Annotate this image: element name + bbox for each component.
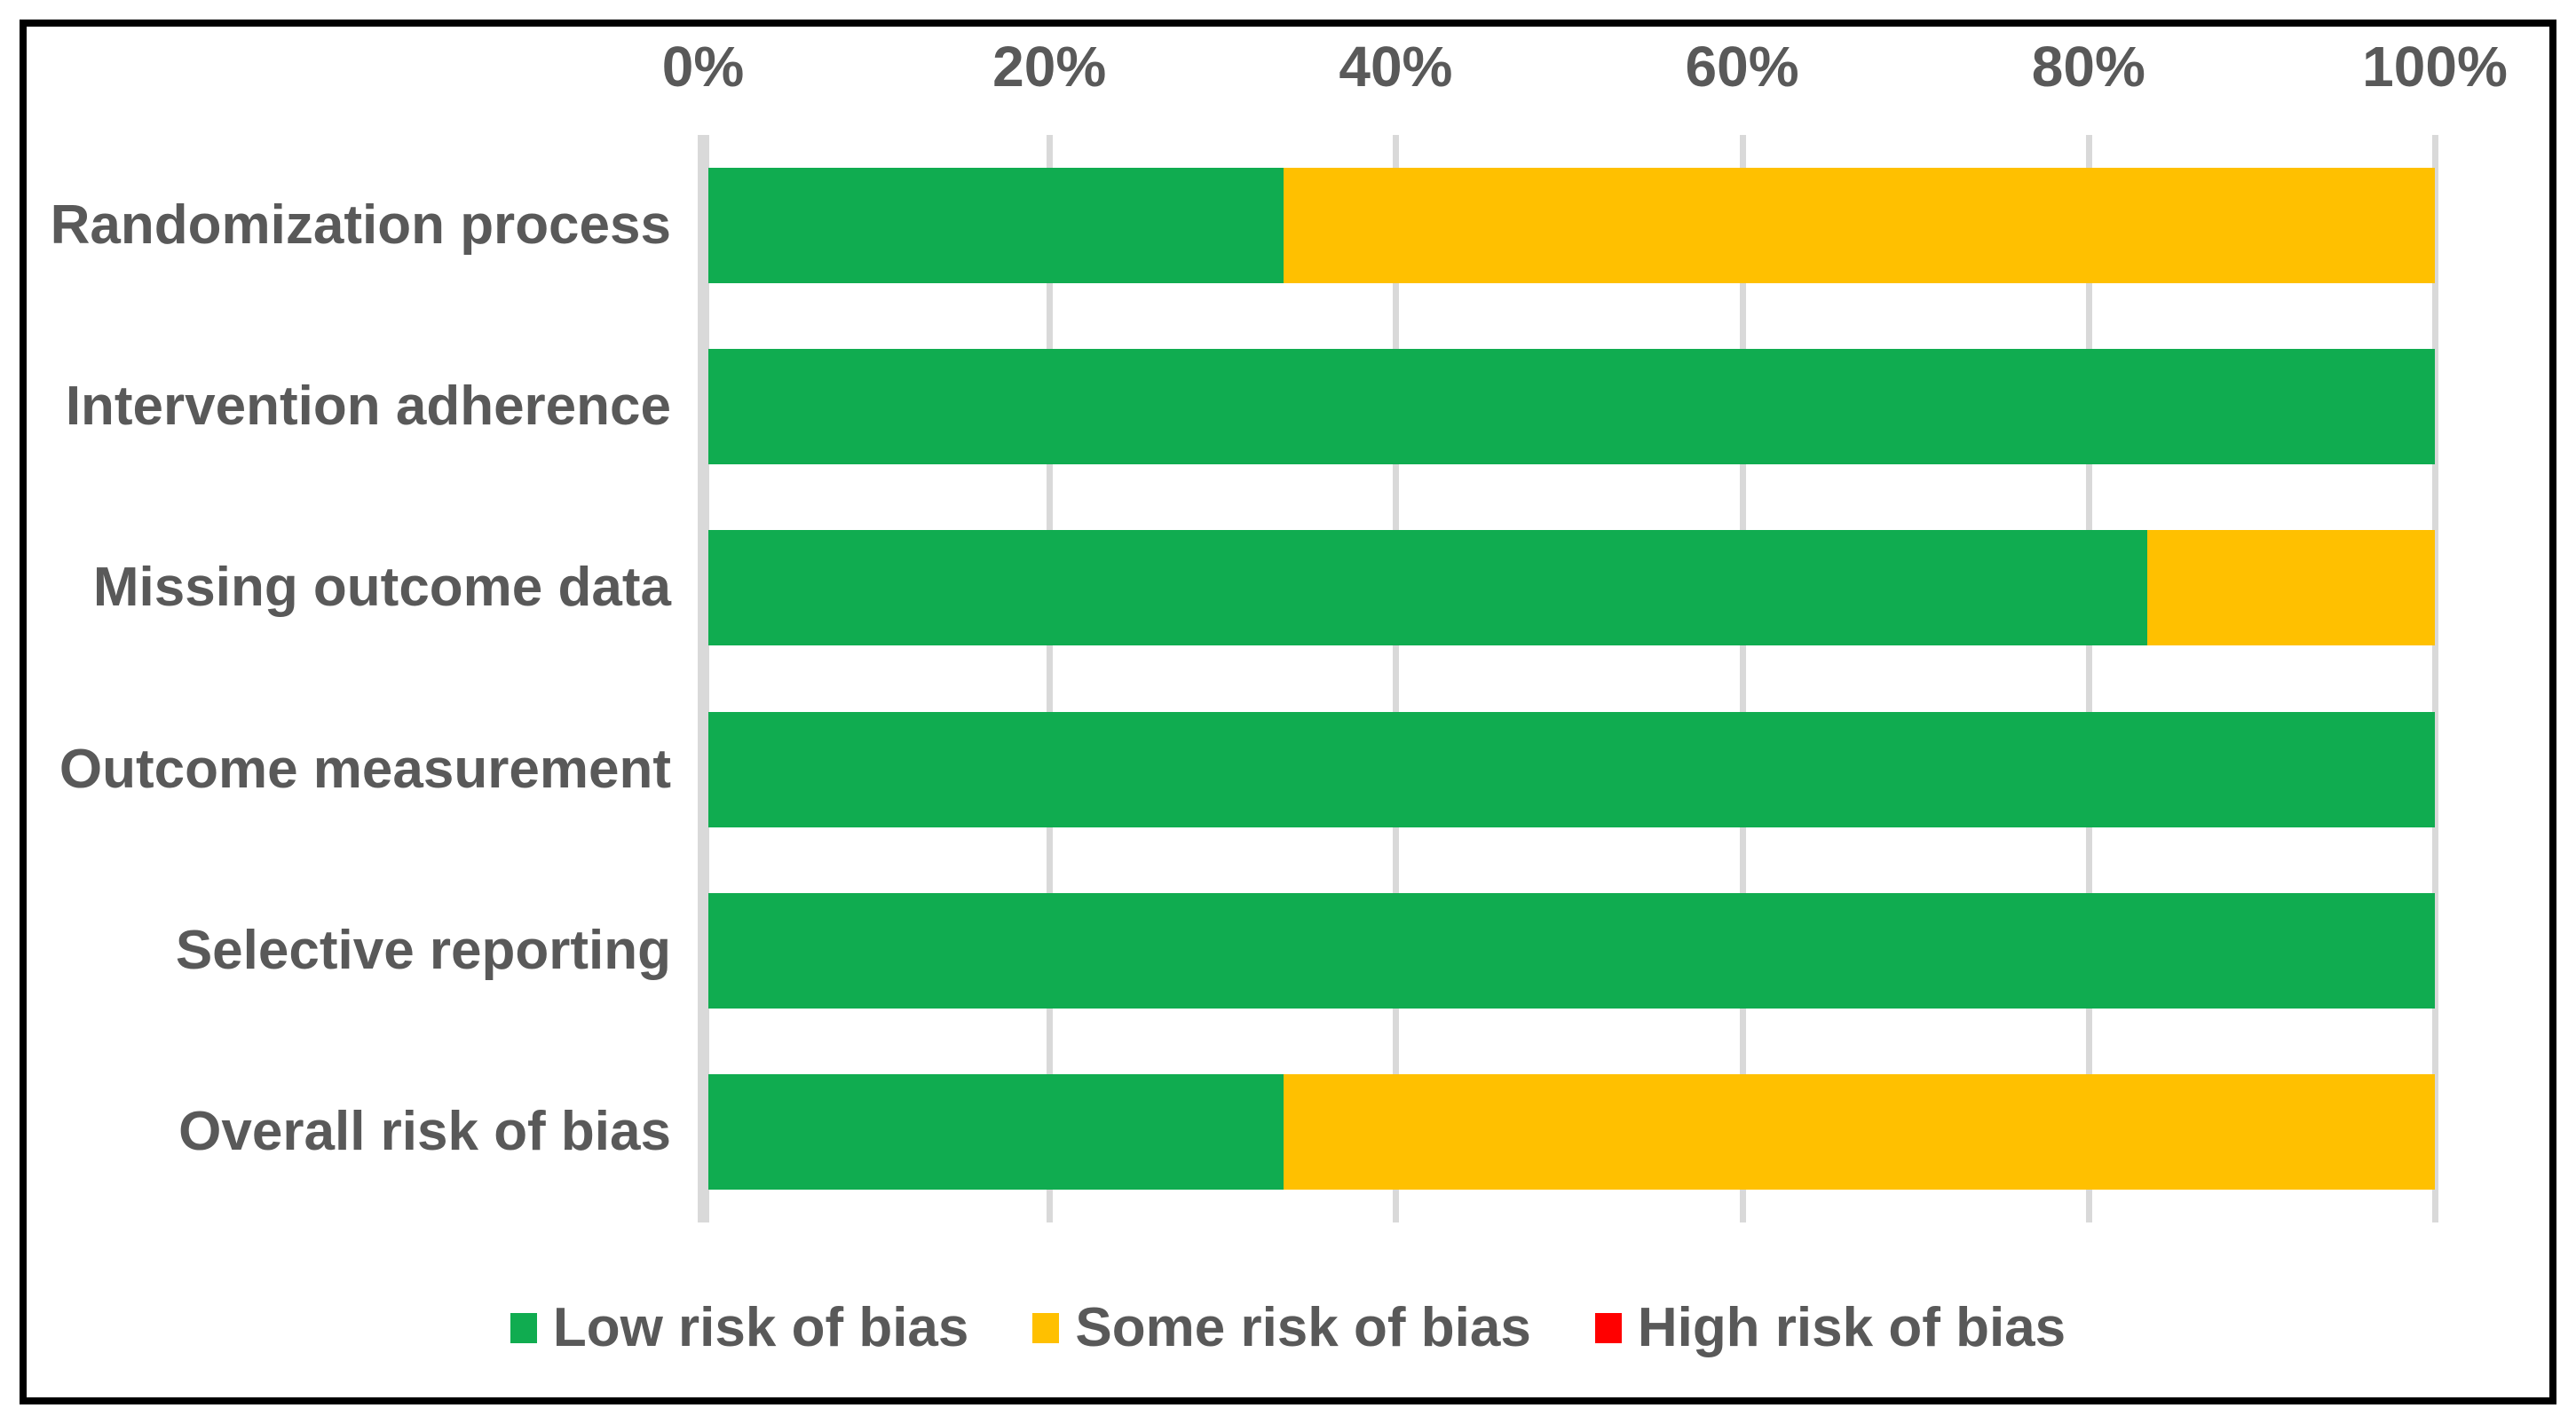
bar-row: Intervention adherence xyxy=(66,316,2435,497)
bar-rows: Randomization process Intervention adhere… xyxy=(51,135,2435,1222)
legend-label: Some risk of bias xyxy=(1075,1297,1531,1358)
stacked-bar xyxy=(708,711,2435,827)
gridline-100% xyxy=(2432,135,2438,1222)
category-label: Outcome measurement xyxy=(59,738,671,800)
category-label: Overall risk of bias xyxy=(178,1100,671,1162)
stacked-bar xyxy=(708,892,2435,1009)
stacked-bar xyxy=(708,349,2435,465)
bar-row: Randomization process xyxy=(51,135,2435,316)
x-tick-label-60%: 60% xyxy=(1685,35,1799,99)
x-tick-label-100%: 100% xyxy=(2362,35,2508,99)
x-tick-label-80%: 80% xyxy=(2031,35,2145,99)
bar-row: Missing outcome data xyxy=(93,497,2435,678)
category-label: Randomization process xyxy=(50,194,671,257)
gridline-40% xyxy=(1393,135,1400,1222)
stacked-bar xyxy=(708,530,2435,646)
legend-swatch-icon xyxy=(1594,1313,1622,1343)
legend-item-low-risk-of-bias: Low risk of bias xyxy=(510,1297,969,1358)
category-label: Selective reporting xyxy=(175,919,671,981)
chart-border xyxy=(20,20,2556,1404)
legend: Low risk of bias Some risk of bias High ri… xyxy=(0,1296,2576,1360)
legend-item-high-risk-of-bias: High risk of bias xyxy=(1594,1297,2066,1358)
gridline-0% xyxy=(698,135,709,1222)
gridline-20% xyxy=(1047,135,1054,1222)
bar-row: Selective reporting xyxy=(176,860,2435,1041)
gridline-60% xyxy=(1739,135,1746,1222)
stacked-bar xyxy=(708,1073,2435,1190)
x-tick-label-40%: 40% xyxy=(1339,35,1453,99)
bar-segment-low-risk-of-bias xyxy=(708,1073,1284,1190)
category-label: Missing outcome data xyxy=(92,557,671,619)
legend-label: Low risk of bias xyxy=(552,1297,969,1358)
bar-segment-some-risk-of-bias xyxy=(1284,168,2435,284)
bar-segment-some-risk-of-bias xyxy=(2146,530,2435,646)
legend-swatch-icon xyxy=(510,1313,537,1343)
bar-segment-some-risk-of-bias xyxy=(1284,1073,2435,1190)
bar-segment-low-risk-of-bias xyxy=(708,168,1284,284)
bar-row: Overall risk of bias xyxy=(178,1041,2435,1222)
bar-segment-low-risk-of-bias xyxy=(708,711,2435,827)
category-label: Intervention adherence xyxy=(65,376,671,438)
plot-area: 0% 20% 40% 60% 80% 100% Randomization process… xyxy=(51,37,2508,1222)
bar-segment-low-risk-of-bias xyxy=(708,349,2435,465)
bar-segment-low-risk-of-bias xyxy=(708,892,2435,1009)
bar-row: Outcome measurement xyxy=(59,679,2435,860)
stacked-bar xyxy=(708,168,2435,284)
x-tick-label-0%: 0% xyxy=(661,35,745,99)
legend-label: High risk of bias xyxy=(1637,1297,2066,1358)
legend-swatch-icon xyxy=(1032,1313,1060,1343)
legend-item-some-risk-of-bias: Some risk of bias xyxy=(1032,1297,1531,1358)
gridline-80% xyxy=(2085,135,2092,1222)
bar-segment-low-risk-of-bias xyxy=(708,530,2147,646)
x-tick-label-20%: 20% xyxy=(992,35,1107,99)
